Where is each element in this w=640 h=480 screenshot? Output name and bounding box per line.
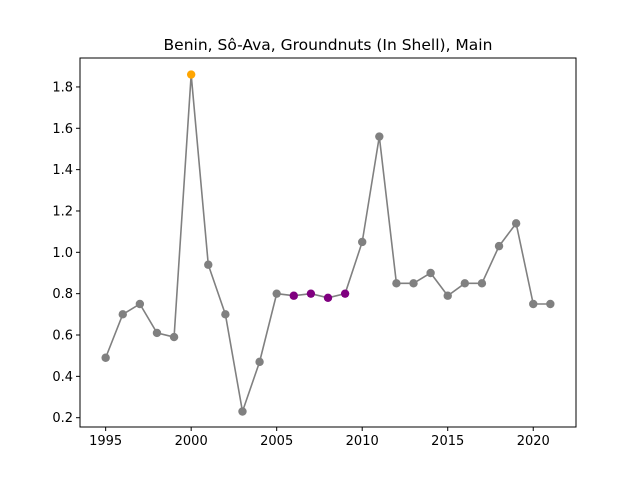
y-tick-label: 0.8 xyxy=(52,287,73,302)
data-point xyxy=(511,219,521,228)
y-tick-label: 1.6 xyxy=(52,122,73,137)
data-point xyxy=(221,310,230,319)
y-tick-label: 0.4 xyxy=(52,370,73,385)
data-point xyxy=(272,289,281,298)
y-tick-label: 0.6 xyxy=(52,329,73,344)
x-tick-label: 2005 xyxy=(260,434,293,449)
x-tick-label: 2000 xyxy=(175,434,208,449)
data-point xyxy=(306,289,316,298)
data-point xyxy=(169,332,179,342)
x-axis: 1995 2000 2005 2010 2015 2020 xyxy=(89,427,550,449)
data-point xyxy=(135,299,145,309)
y-tick-label: 1.4 xyxy=(52,163,73,178)
y-tick-label: 1.2 xyxy=(52,204,73,219)
data-point xyxy=(118,310,127,319)
x-tick-label: 2010 xyxy=(346,434,379,449)
data-point xyxy=(238,407,247,416)
data-point xyxy=(409,279,418,288)
data-point xyxy=(443,291,452,300)
data-point xyxy=(460,279,470,288)
data-point xyxy=(494,241,504,251)
data-point xyxy=(546,299,555,309)
x-tick-label: 2015 xyxy=(431,434,464,449)
series-line xyxy=(104,74,551,415)
data-point xyxy=(375,132,384,141)
y-tick-label: 1.8 xyxy=(52,80,73,95)
data-point xyxy=(152,328,162,338)
plot-area-frame xyxy=(79,57,577,428)
data-point xyxy=(529,299,538,309)
y-tick-label: 0.2 xyxy=(52,411,73,426)
data-point xyxy=(426,268,435,278)
y-tick-label: 1.0 xyxy=(52,246,73,261)
chart-title: Benin, Sô-Ava, Groundnuts (In Shell), Ma… xyxy=(164,36,493,54)
data-point xyxy=(358,237,367,247)
data-point xyxy=(186,70,196,79)
data-point xyxy=(323,293,333,302)
data-point xyxy=(289,291,298,300)
data-point xyxy=(255,357,264,367)
x-tick-label: 2020 xyxy=(517,434,550,449)
y-axis: 0.2 0.4 0.6 0.8 1.0 1.2 1.4 1.6 1.8 xyxy=(52,80,80,426)
x-tick-label: 1995 xyxy=(89,434,122,449)
series-line-group xyxy=(104,74,551,415)
data-point xyxy=(204,260,213,269)
data-point xyxy=(101,353,110,362)
data-point xyxy=(340,289,350,298)
data-points-group xyxy=(101,70,555,416)
data-point xyxy=(392,279,401,288)
data-point xyxy=(477,279,487,288)
